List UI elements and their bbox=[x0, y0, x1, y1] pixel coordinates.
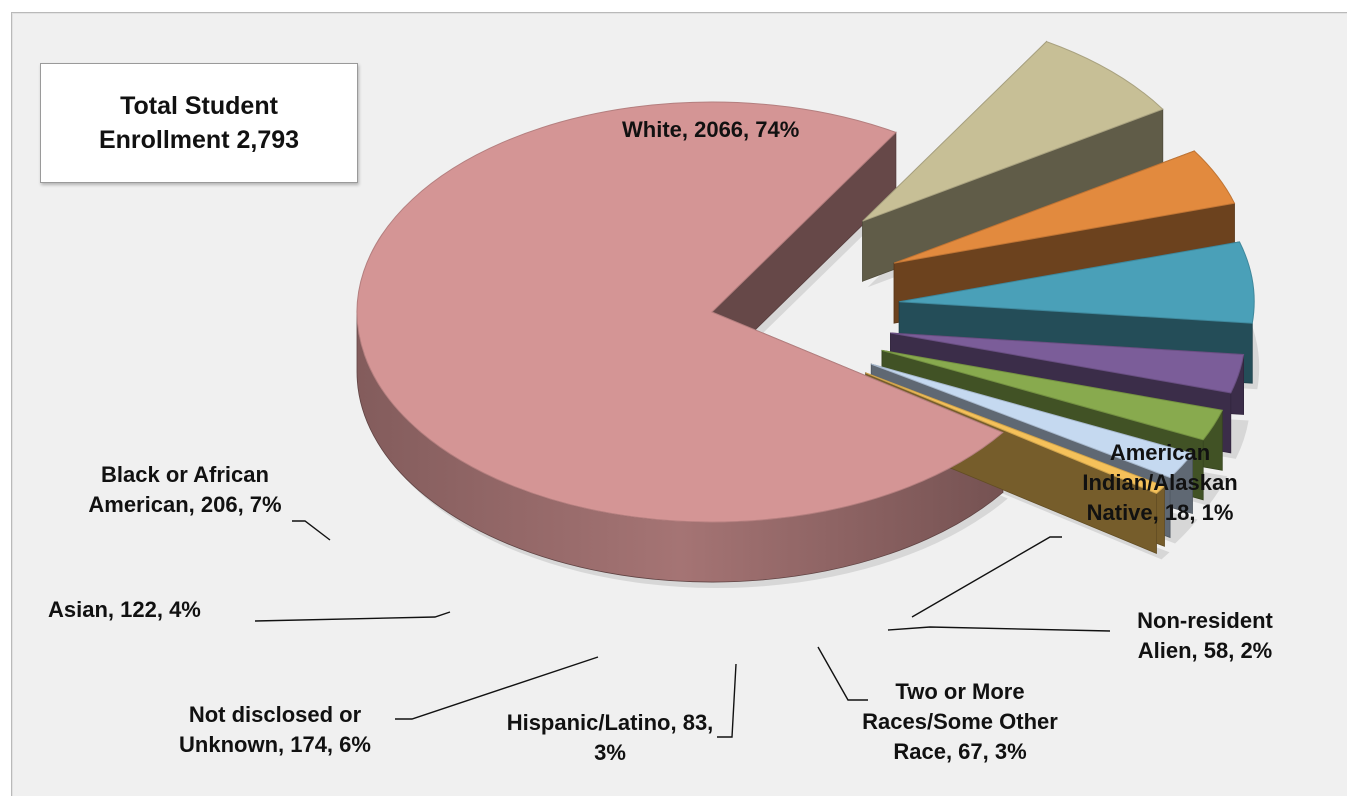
pie-slice-hispanic bbox=[890, 332, 1245, 394]
leader-line-nonres bbox=[887, 626, 1111, 632]
leader-line-twoormore bbox=[817, 646, 868, 701]
pie-slice-black bbox=[862, 41, 1164, 222]
pie-slice-white bbox=[356, 101, 1004, 523]
data-label-two-or-more: Two or More Races/Some Other Race, 67, 3… bbox=[862, 679, 1058, 764]
data-label-american-indian: American Indian/Alaskan Native, 18, 1% bbox=[1082, 440, 1238, 525]
leader-line-amind bbox=[911, 536, 1062, 618]
data-label-black: Black or African American, 206, 7% bbox=[88, 462, 282, 517]
data-label-not-disclosed: Not disclosed or Unknown, 174, 6% bbox=[179, 702, 371, 757]
data-label-asian: Asian, 122, 4% bbox=[48, 597, 201, 622]
leader-line-hispanic bbox=[717, 663, 737, 738]
data-label-non-resident: Non-resident Alien, 58, 2% bbox=[1137, 608, 1273, 663]
total-enrollment-text: Total Student Enrollment 2,793 bbox=[98, 92, 300, 154]
leader-lines bbox=[254, 520, 1111, 738]
pie-slice-twoormore bbox=[881, 349, 1224, 441]
leader-line-asian bbox=[254, 611, 451, 622]
leader-line-notdisc bbox=[395, 656, 599, 720]
total-enrollment-box: Total Student Enrollment 2,793 bbox=[40, 63, 358, 183]
leader-line-black bbox=[292, 520, 331, 541]
pie-slice-asian bbox=[893, 150, 1236, 264]
data-label-white: White, 2066, 74% bbox=[622, 117, 800, 142]
pie-slice-amind bbox=[865, 372, 1166, 494]
pie-slice-nonres bbox=[871, 363, 1194, 479]
slice-tops bbox=[356, 41, 1255, 523]
pie-slice-notdisc bbox=[899, 241, 1255, 324]
data-label-hispanic: Hispanic/Latino, 83, 3% bbox=[506, 710, 714, 765]
